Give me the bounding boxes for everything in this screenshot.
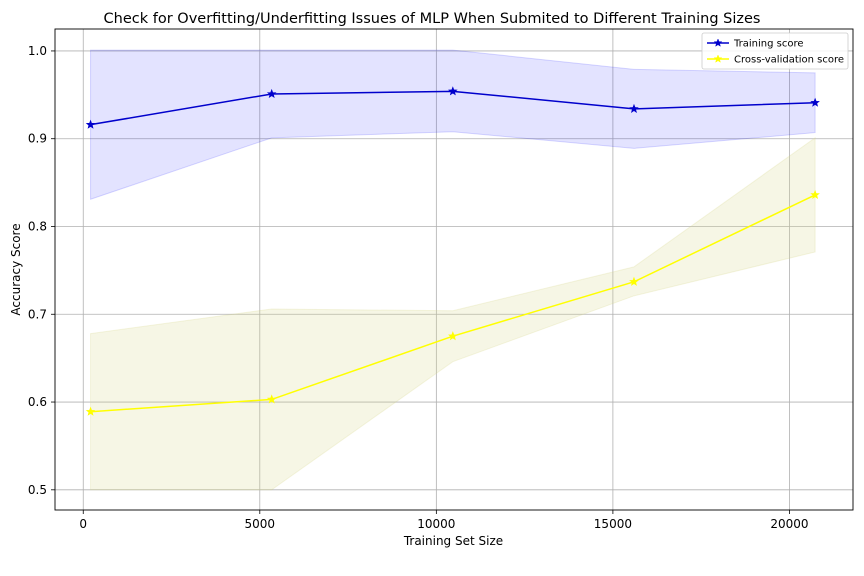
x-tick-label-1: 5000 <box>245 517 276 531</box>
x-tick-label-0: 0 <box>79 517 87 531</box>
legend-box <box>701 32 849 70</box>
y-tick-label-3: 0.8 <box>28 219 47 233</box>
point-series-0-2 <box>448 86 458 96</box>
point-series-0-4 <box>810 97 820 107</box>
point-series-1-3 <box>629 276 639 286</box>
legend: Training score Cross-validation score <box>701 32 849 70</box>
y-axis-ticks: 0.5 0.6 0.7 0.8 0.9 1.0 <box>28 44 55 497</box>
legend-label-1: Cross-validation score <box>734 55 844 66</box>
plot-area <box>55 29 853 510</box>
x-tick-label-3: 15000 <box>594 517 632 531</box>
axes-border <box>54 28 854 511</box>
y-axis-title: Accuracy Score <box>9 223 23 315</box>
point-series-1-0 <box>85 406 96 416</box>
y-tick-label-2: 0.7 <box>28 307 47 321</box>
score-bands <box>90 49 816 491</box>
point-series-1-1 <box>266 394 277 404</box>
band-series-1 <box>90 136 816 491</box>
point-series-0-3 <box>629 103 639 113</box>
point-series-1-4 <box>810 189 820 199</box>
band-series-0 <box>90 49 816 200</box>
x-tick-label-4: 20000 <box>770 517 808 531</box>
y-tick-label-5: 1.0 <box>28 44 47 58</box>
legend-label-0: Training score <box>733 39 804 50</box>
point-series-1-2 <box>448 331 458 341</box>
y-tick-label-1: 0.6 <box>28 395 47 409</box>
chart-title: Check for Overfitting/Underfitting Issue… <box>104 11 761 27</box>
point-series-0-1 <box>266 88 277 99</box>
y-tick-label-4: 0.9 <box>28 132 47 146</box>
legend-marker-1 <box>713 54 723 63</box>
axes-frame <box>54 28 854 511</box>
x-tick-label-2: 10000 <box>417 517 455 531</box>
x-axis-title: Training Set Size <box>403 534 503 548</box>
plot-background <box>55 29 853 510</box>
y-tick-label-0: 0.5 <box>28 483 47 497</box>
x-axis-ticks: 0 5000 10000 15000 20000 <box>79 510 809 531</box>
point-series-0-0 <box>85 119 96 129</box>
score-points <box>85 86 820 416</box>
legend-marker-0 <box>713 38 723 47</box>
